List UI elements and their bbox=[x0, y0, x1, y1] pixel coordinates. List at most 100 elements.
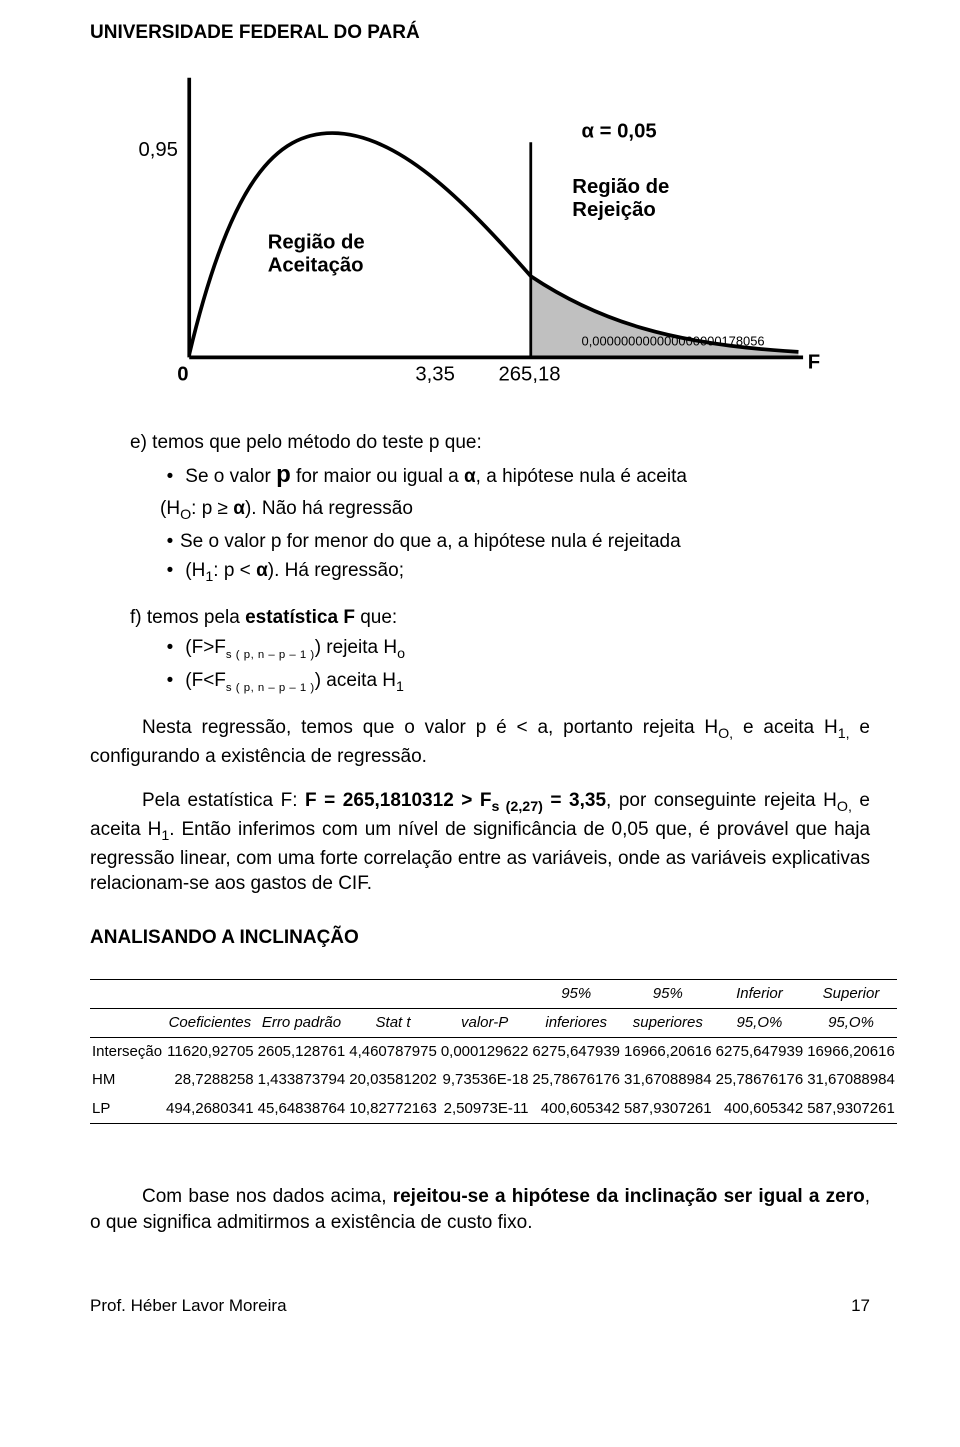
text: , por conseguinte rejeita H bbox=[606, 790, 837, 811]
svg-text:α = 0,05: α = 0,05 bbox=[582, 120, 657, 142]
table-body: Interseção11620,927052605,1287614,460787… bbox=[90, 1038, 897, 1124]
footer-author: Prof. Héber Lavor Moreira bbox=[90, 1295, 287, 1318]
sub: o bbox=[397, 646, 405, 662]
svg-text:Região de: Região de bbox=[268, 231, 365, 253]
table-cell: 6275,647939 bbox=[714, 1038, 806, 1067]
coefficients-table: 95%95%InferiorSuperior CoeficientesErro … bbox=[90, 979, 897, 1124]
table-cell: 20,03581202 bbox=[347, 1066, 439, 1094]
table-cell: 31,67088984 bbox=[805, 1066, 897, 1094]
sub: O bbox=[180, 506, 191, 522]
table-cell: LP bbox=[90, 1095, 164, 1124]
text-bold: estatística F bbox=[245, 607, 355, 628]
table-cell: 16966,20616 bbox=[805, 1038, 897, 1067]
table-cell: Interseção bbox=[90, 1038, 164, 1067]
table-header-top: 95% bbox=[622, 979, 714, 1008]
table-cell: 587,9307261 bbox=[805, 1095, 897, 1124]
table-header: valor-P bbox=[439, 1008, 531, 1037]
svg-text:265,18: 265,18 bbox=[498, 363, 560, 385]
text: for maior ou igual a bbox=[291, 466, 464, 487]
table-header-top bbox=[256, 979, 348, 1008]
text: . Então inferimos com um nível de signif… bbox=[90, 819, 870, 895]
svg-text:Rejeição: Rejeição bbox=[572, 199, 656, 221]
item-e-intro: e) temos que pelo método do teste p que: bbox=[90, 430, 870, 456]
table-header-top: Superior bbox=[805, 979, 897, 1008]
table-cell: 11620,92705 bbox=[164, 1038, 256, 1067]
text: e aceita H bbox=[733, 717, 838, 738]
text: Com base nos dados acima, bbox=[142, 1186, 393, 1207]
text: Nesta regressão, temos que o valor p é <… bbox=[142, 717, 718, 738]
table-head: 95%95%InferiorSuperior CoeficientesErro … bbox=[90, 979, 897, 1038]
glyph-p: p bbox=[276, 461, 291, 488]
text-bold: F = 265,1810312 > F bbox=[305, 790, 491, 811]
svg-text:Região de: Região de bbox=[572, 176, 669, 198]
table-header: Stat t bbox=[347, 1008, 439, 1037]
table-cell: HM bbox=[90, 1066, 164, 1094]
table-header: superiores bbox=[622, 1008, 714, 1037]
table-row: Interseção11620,927052605,1287614,460787… bbox=[90, 1038, 897, 1067]
table-header: Coeficientes bbox=[164, 1008, 256, 1037]
table-cell: 25,78676176 bbox=[530, 1066, 622, 1094]
table-cell: 400,605342 bbox=[530, 1095, 622, 1124]
glyph-alpha: α bbox=[256, 560, 268, 581]
text: Se o valor bbox=[185, 466, 276, 487]
item-f-bullet-2: (F<Fs ( p, n – p – 1 )) aceita H1 bbox=[90, 668, 870, 697]
sub: O, bbox=[837, 799, 852, 815]
text: ) aceita H bbox=[315, 670, 396, 691]
table-header bbox=[90, 1008, 164, 1037]
item-f-bullet-1: (F>Fs ( p, n – p – 1 )) rejeita Ho bbox=[90, 635, 870, 664]
sub: 1 bbox=[396, 679, 404, 695]
sub: 1, bbox=[838, 726, 850, 742]
table-cell: 1,433873794 bbox=[256, 1066, 348, 1094]
item-e-ho-line: (HO: p ≥ α). Não há regressão bbox=[90, 496, 870, 525]
table-header: 95,O% bbox=[714, 1008, 806, 1037]
table-cell: 31,67088984 bbox=[622, 1066, 714, 1094]
table-cell: 2,50973E-11 bbox=[439, 1095, 531, 1124]
item-f-intro: f) temos pela estatística F que: bbox=[90, 605, 870, 631]
table-cell: 25,78676176 bbox=[714, 1066, 806, 1094]
sub: O, bbox=[718, 726, 733, 742]
footer-page-number: 17 bbox=[851, 1295, 870, 1318]
f-distribution-chart: 0,95α = 0,05Região deAceitaçãoRegião deR… bbox=[120, 60, 840, 400]
f-distribution-chart-container: 0,95α = 0,05Região deAceitaçãoRegião deR… bbox=[90, 60, 870, 400]
table-header: 95,O% bbox=[805, 1008, 897, 1037]
table-cell: 45,64838764 bbox=[256, 1095, 348, 1124]
table-row: HM28,72882581,43387379420,035812029,7353… bbox=[90, 1066, 897, 1094]
text: Pela estatística F: bbox=[142, 790, 305, 811]
svg-text:0,000000000000000000178056: 0,000000000000000000178056 bbox=[582, 333, 765, 348]
glyph-alpha: α bbox=[233, 498, 245, 519]
text: ) rejeita H bbox=[315, 637, 397, 658]
text: (F<F bbox=[185, 670, 226, 691]
paragraph-2: Pela estatística F: F = 265,1810312 > Fs… bbox=[90, 788, 870, 897]
table-cell: 0,000129622 bbox=[439, 1038, 531, 1067]
svg-text:3,35: 3,35 bbox=[415, 363, 455, 385]
text: (H bbox=[185, 560, 205, 581]
sub: s ( p, n – p – 1 ) bbox=[226, 682, 315, 694]
text: ). Há regressão; bbox=[268, 560, 404, 581]
paragraph-1: Nesta regressão, temos que o valor p é <… bbox=[90, 715, 870, 770]
svg-text:0: 0 bbox=[177, 363, 188, 385]
text: : p < bbox=[213, 560, 256, 581]
table-cell: 400,605342 bbox=[714, 1095, 806, 1124]
table-cell: 6275,647939 bbox=[530, 1038, 622, 1067]
text: , a hipótese nula é aceita bbox=[476, 466, 687, 487]
table-cell: 4,460787975 bbox=[347, 1038, 439, 1067]
item-e-bullet-1: Se o valor p for maior ou igual a α, a h… bbox=[90, 459, 870, 491]
sub: s ( p, n – p – 1 ) bbox=[226, 649, 315, 661]
text-bold: = 3,35 bbox=[543, 790, 606, 811]
table-cell: 2605,128761 bbox=[256, 1038, 348, 1067]
text: (F>F bbox=[185, 637, 226, 658]
text-bold: rejeitou-se a hipótese da inclinação ser… bbox=[393, 1186, 865, 1207]
table-header-top bbox=[347, 979, 439, 1008]
text: ). Não há regressão bbox=[245, 498, 413, 519]
table-header-top bbox=[164, 979, 256, 1008]
svg-text:0,95: 0,95 bbox=[138, 139, 178, 161]
table-cell: 494,2680341 bbox=[164, 1095, 256, 1124]
item-e-bullet-2: Se o valor p for menor do que a, a hipót… bbox=[90, 529, 870, 555]
content-body: e) temos que pelo método do teste p que:… bbox=[90, 430, 870, 1236]
table-header-top: 95% bbox=[530, 979, 622, 1008]
sub: s (2,27) bbox=[492, 799, 543, 815]
table-header: inferiores bbox=[530, 1008, 622, 1037]
header-title: UNIVERSIDADE FEDERAL DO PARÁ bbox=[90, 22, 420, 43]
svg-text:Aceitação: Aceitação bbox=[268, 254, 364, 276]
table-header-top: Inferior bbox=[714, 979, 806, 1008]
